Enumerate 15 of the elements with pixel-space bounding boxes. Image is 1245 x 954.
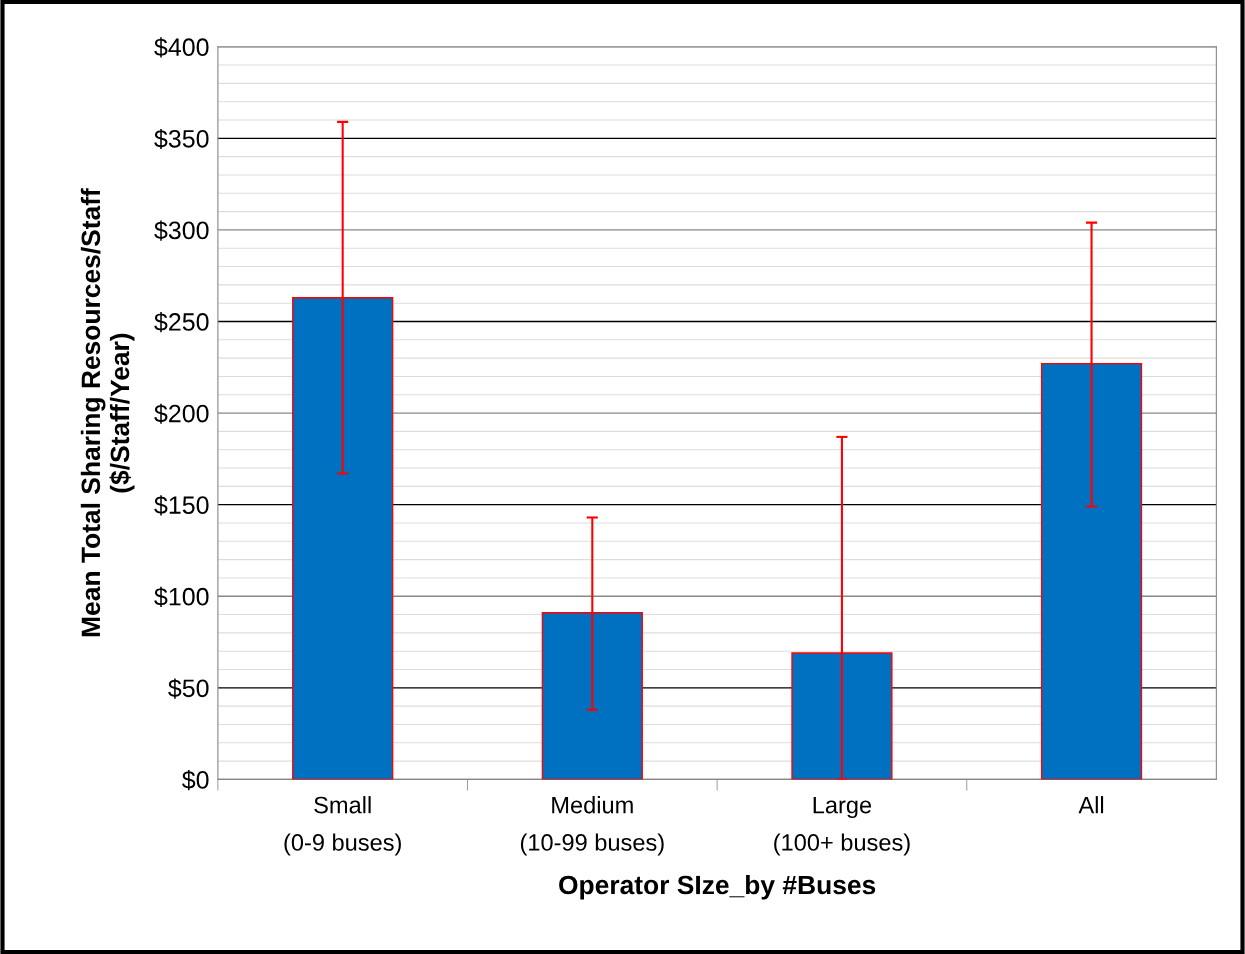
x-axis-title: Operator SIze_by #Buses (559, 874, 876, 900)
x-tick-label: Large (100+ buses) (774, 796, 910, 856)
x-tick-label: All (1078, 796, 1104, 814)
y-tick-label: $150 (154, 495, 209, 516)
y-tick-label: $350 (154, 128, 209, 150)
y-tick-label: $300 (154, 220, 209, 241)
y-tick-label: $100 (154, 586, 209, 608)
y-tick-label: $200 (154, 403, 209, 424)
y-tick-label: $50 (168, 678, 209, 699)
y-axis-title: Mean Total Sharing Resources/Staff ($/Staff/Year) (80, 188, 135, 637)
x-tick-label: Medium (10-99 buses) (520, 796, 664, 856)
y-tick-label: $0 (182, 769, 209, 791)
x-tick-label: Small (0-9 buses) (284, 796, 401, 856)
y-tick-label: $400 (154, 37, 209, 58)
y-tick-label: $250 (154, 312, 209, 333)
